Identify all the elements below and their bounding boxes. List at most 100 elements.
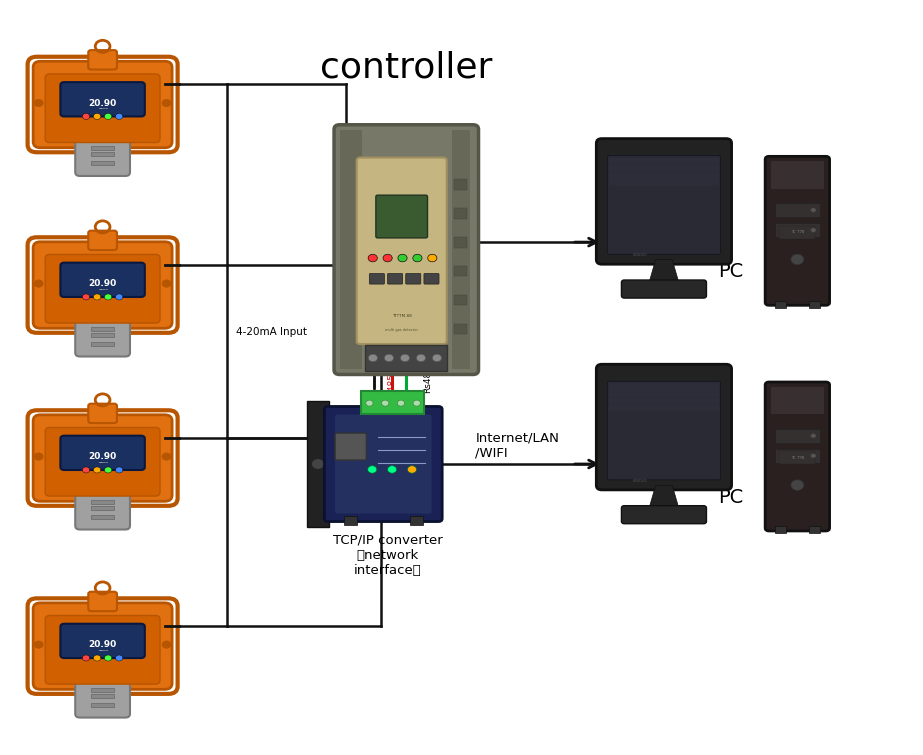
FancyBboxPatch shape bbox=[45, 427, 160, 496]
Text: ────: ──── bbox=[98, 649, 108, 652]
FancyBboxPatch shape bbox=[452, 130, 470, 369]
FancyBboxPatch shape bbox=[60, 82, 145, 116]
Circle shape bbox=[93, 467, 101, 473]
FancyBboxPatch shape bbox=[609, 384, 719, 390]
FancyBboxPatch shape bbox=[90, 694, 114, 698]
FancyBboxPatch shape bbox=[60, 263, 145, 297]
FancyBboxPatch shape bbox=[45, 615, 160, 684]
FancyBboxPatch shape bbox=[334, 125, 478, 374]
FancyBboxPatch shape bbox=[45, 74, 160, 143]
FancyBboxPatch shape bbox=[609, 179, 719, 186]
FancyBboxPatch shape bbox=[454, 324, 467, 334]
FancyBboxPatch shape bbox=[609, 398, 719, 404]
Circle shape bbox=[810, 454, 816, 458]
FancyBboxPatch shape bbox=[89, 50, 117, 69]
Text: TTTTM-88: TTTTM-88 bbox=[391, 314, 412, 318]
FancyBboxPatch shape bbox=[356, 158, 447, 344]
FancyBboxPatch shape bbox=[76, 492, 130, 529]
Circle shape bbox=[82, 113, 90, 119]
Circle shape bbox=[432, 354, 441, 362]
FancyBboxPatch shape bbox=[424, 273, 439, 284]
Circle shape bbox=[810, 228, 816, 233]
Text: 20.90: 20.90 bbox=[89, 640, 116, 649]
FancyBboxPatch shape bbox=[774, 300, 785, 307]
Circle shape bbox=[388, 466, 397, 473]
Circle shape bbox=[34, 641, 43, 649]
FancyBboxPatch shape bbox=[90, 515, 114, 519]
FancyBboxPatch shape bbox=[388, 273, 402, 284]
FancyBboxPatch shape bbox=[76, 319, 130, 356]
Circle shape bbox=[407, 466, 416, 473]
FancyBboxPatch shape bbox=[779, 226, 815, 239]
FancyBboxPatch shape bbox=[406, 273, 421, 284]
Circle shape bbox=[381, 400, 389, 406]
FancyBboxPatch shape bbox=[35, 448, 57, 466]
FancyBboxPatch shape bbox=[454, 180, 467, 190]
Circle shape bbox=[367, 466, 377, 473]
Circle shape bbox=[413, 254, 422, 262]
Circle shape bbox=[368, 254, 378, 262]
Circle shape bbox=[115, 655, 123, 661]
FancyBboxPatch shape bbox=[341, 130, 363, 369]
FancyBboxPatch shape bbox=[324, 406, 442, 522]
FancyBboxPatch shape bbox=[33, 414, 172, 501]
FancyBboxPatch shape bbox=[90, 703, 114, 707]
FancyBboxPatch shape bbox=[90, 153, 114, 156]
Circle shape bbox=[115, 467, 123, 473]
Text: ────: ──── bbox=[98, 461, 108, 464]
Circle shape bbox=[311, 459, 324, 470]
FancyBboxPatch shape bbox=[90, 342, 114, 346]
FancyBboxPatch shape bbox=[335, 414, 431, 513]
FancyBboxPatch shape bbox=[45, 254, 160, 323]
FancyBboxPatch shape bbox=[89, 230, 117, 250]
FancyBboxPatch shape bbox=[771, 387, 824, 414]
FancyBboxPatch shape bbox=[609, 165, 719, 171]
FancyBboxPatch shape bbox=[774, 223, 820, 237]
Text: 20.90: 20.90 bbox=[89, 279, 116, 288]
Circle shape bbox=[383, 254, 392, 262]
Text: TC  T78: TC T78 bbox=[791, 456, 804, 460]
FancyBboxPatch shape bbox=[90, 506, 114, 510]
FancyBboxPatch shape bbox=[90, 500, 114, 504]
Text: LENOVO: LENOVO bbox=[633, 479, 648, 482]
FancyBboxPatch shape bbox=[35, 275, 57, 293]
Text: multi gas detector: multi gas detector bbox=[385, 328, 418, 332]
FancyBboxPatch shape bbox=[361, 391, 424, 414]
Text: TCP/IP converter
（network
interface）: TCP/IP converter （network interface） bbox=[333, 534, 443, 577]
FancyBboxPatch shape bbox=[33, 602, 172, 689]
Text: ────: ──── bbox=[98, 107, 108, 111]
Circle shape bbox=[416, 354, 426, 362]
FancyBboxPatch shape bbox=[454, 266, 467, 276]
FancyBboxPatch shape bbox=[343, 516, 356, 525]
FancyBboxPatch shape bbox=[410, 516, 423, 525]
Text: LENOVO: LENOVO bbox=[633, 253, 648, 257]
FancyBboxPatch shape bbox=[148, 636, 170, 654]
Text: 20.90: 20.90 bbox=[89, 99, 116, 108]
Circle shape bbox=[414, 400, 421, 406]
Circle shape bbox=[401, 354, 410, 362]
Circle shape bbox=[398, 254, 407, 262]
Circle shape bbox=[791, 479, 804, 490]
FancyBboxPatch shape bbox=[607, 156, 721, 254]
FancyBboxPatch shape bbox=[609, 158, 719, 165]
Circle shape bbox=[162, 100, 171, 106]
Circle shape bbox=[115, 113, 123, 119]
Circle shape bbox=[34, 280, 43, 287]
FancyBboxPatch shape bbox=[90, 333, 114, 337]
Text: controller: controller bbox=[320, 50, 493, 84]
Polygon shape bbox=[647, 485, 680, 514]
FancyBboxPatch shape bbox=[60, 624, 145, 658]
FancyBboxPatch shape bbox=[335, 433, 366, 460]
Text: PC: PC bbox=[718, 263, 743, 282]
Circle shape bbox=[810, 433, 816, 438]
FancyBboxPatch shape bbox=[90, 146, 114, 150]
FancyBboxPatch shape bbox=[33, 61, 172, 148]
FancyBboxPatch shape bbox=[609, 172, 719, 179]
FancyBboxPatch shape bbox=[809, 526, 820, 533]
FancyBboxPatch shape bbox=[765, 382, 830, 531]
FancyBboxPatch shape bbox=[90, 327, 114, 331]
FancyBboxPatch shape bbox=[35, 94, 57, 112]
FancyBboxPatch shape bbox=[774, 526, 785, 533]
Circle shape bbox=[368, 354, 378, 362]
FancyBboxPatch shape bbox=[609, 390, 719, 397]
